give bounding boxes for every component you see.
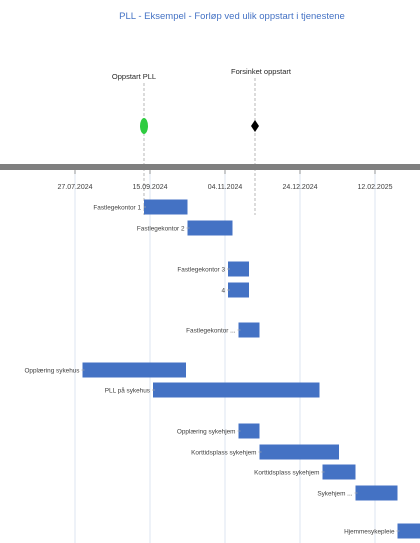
tick-label: 04.11.2024	[208, 184, 243, 191]
task-label: Korttidsplass sykehjem	[191, 449, 256, 456]
task-bar	[322, 464, 356, 480]
tick-label: 12.02.2025	[357, 184, 392, 191]
task-row: Opplæring sykehus	[24, 362, 186, 378]
task-bar	[397, 523, 420, 539]
task-bars: Fastlegekontor 1 Fastlegekontor 2 Fastlege…	[24, 199, 420, 539]
task-bar	[355, 485, 398, 501]
task-label: Opplæring sykehus	[24, 367, 79, 374]
timeline-axis: 27.07.2024 15.09.2024 04.11.2024 24.12.2024…	[0, 164, 420, 191]
task-row: Sykehjem ...	[317, 485, 398, 501]
milestone-label: Oppstart PLL	[112, 72, 156, 81]
task-row: PLL på sykehus	[105, 382, 320, 398]
task-row: Hjemmesykepleie	[344, 523, 420, 539]
milestone-marker-oppstart	[140, 118, 148, 134]
task-row: Fastlegekontor 2	[137, 220, 233, 236]
task-row: Fastlegekontor 3	[177, 261, 249, 277]
timeline-bar	[0, 164, 420, 170]
task-bar	[153, 382, 320, 398]
task-label: Opplæring sykehjem	[177, 428, 236, 435]
task-bar	[259, 444, 339, 460]
chart-title: PLL - Eksempel - Forløp ved ulik oppstar…	[119, 11, 345, 22]
task-row: 4	[221, 282, 249, 298]
task-label: Sykehjem ...	[317, 490, 352, 497]
task-label: Hjemmesykepleie	[344, 528, 395, 535]
task-label: 4	[221, 287, 225, 294]
task-bar	[144, 199, 188, 215]
milestones: Oppstart PLL Forsinket oppstart	[112, 67, 292, 134]
task-bar	[228, 261, 249, 277]
tick-label: 24.12.2024	[282, 184, 317, 191]
task-bar	[238, 423, 260, 439]
task-bar	[228, 282, 249, 298]
task-row: Korttidsplass sykehjem	[254, 464, 356, 480]
task-label: Fastlegekontor 1	[93, 204, 141, 211]
task-row: Fastlegekontor ...	[186, 322, 260, 338]
task-row: Fastlegekontor 1	[93, 199, 188, 215]
milestone-label: Forsinket oppstart	[231, 67, 292, 76]
tick-label: 15.09.2024	[132, 184, 167, 191]
task-label: Fastlegekontor ...	[186, 327, 236, 334]
task-row: Opplæring sykehjem	[177, 423, 260, 439]
task-label: Fastlegekontor 3	[177, 266, 225, 273]
task-bar	[187, 220, 233, 236]
milestone-stems	[143, 78, 256, 215]
task-bar	[238, 322, 260, 338]
milestone-marker-forsinket	[251, 120, 259, 132]
task-label: Korttidsplass sykehjem	[254, 469, 319, 476]
task-bar	[82, 362, 186, 378]
task-row: Korttidsplass sykehjem	[191, 444, 339, 460]
task-label: PLL på sykehus	[105, 386, 150, 394]
tick-label: 27.07.2024	[57, 184, 92, 191]
task-label: Fastlegekontor 2	[137, 225, 185, 232]
